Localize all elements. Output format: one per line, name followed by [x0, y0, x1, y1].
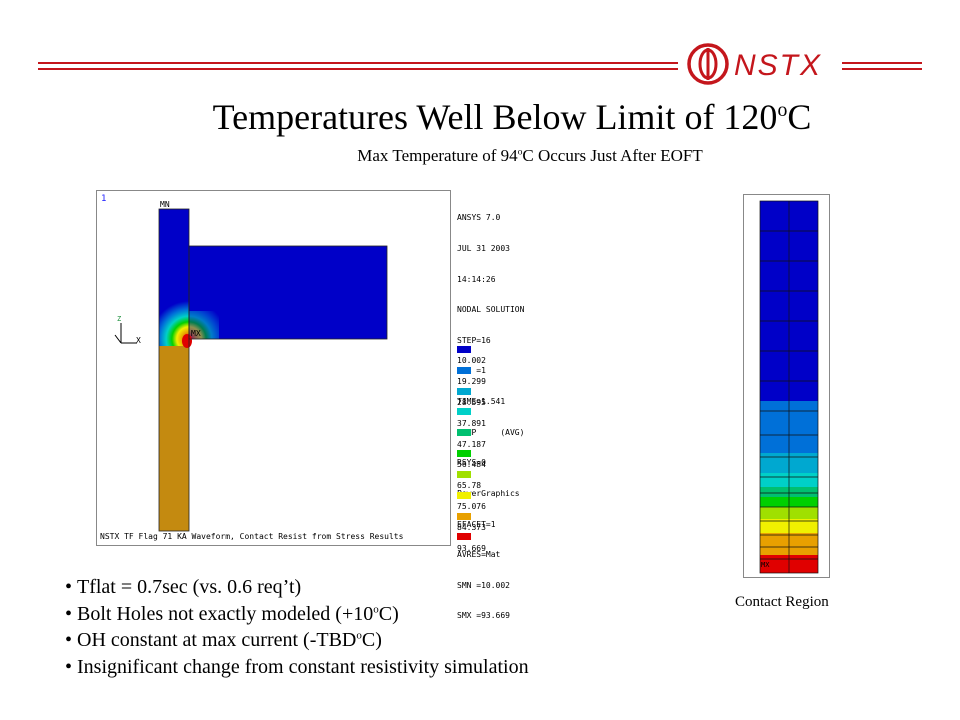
contact-region-caption: Contact Region: [735, 594, 829, 610]
header-line-left-2: [38, 68, 678, 70]
header-line-right-1: [842, 62, 922, 64]
legend-row: 28.595: [457, 387, 486, 409]
nstx-logo: NSTX: [687, 43, 822, 85]
bullet-item: Bolt Holes not exactly modeled (+10oC): [65, 601, 529, 628]
legend-row: 93.669: [457, 533, 486, 554]
ansys-plot: [114, 208, 388, 532]
bullet-item: Tflat = 0.7sec (vs. 0.6 req’t): [65, 574, 529, 601]
contact-mx-label: MX: [761, 561, 770, 569]
page-subtitle: Max Temperature of 94oC Occurs Just Afte…: [357, 146, 703, 165]
bullet-item: Insignificant change from constant resis…: [65, 654, 529, 681]
bullet-list: Tflat = 0.7sec (vs. 0.6 req’t) Bolt Hole…: [65, 574, 529, 680]
header-line-left-1: [38, 62, 678, 64]
logo-text: NSTX: [734, 49, 822, 82]
legend-row: 84.373: [457, 512, 486, 534]
vertical-leg-hot: [159, 341, 189, 531]
ansys-result-panel: 1 MN MX Z X ANSYS 7.0 JUL 31 2003 14:14:…: [96, 190, 524, 620]
mx-label: MX: [191, 329, 201, 338]
logo-circle-icon: [687, 43, 729, 85]
legend-row: 47.187: [457, 429, 486, 450]
legend-row: 65.78: [457, 470, 486, 492]
page-title: Temperatures Well Below Limit of 120oC: [212, 97, 812, 137]
horizontal-flag: [189, 246, 387, 339]
ansys-footer: NSTX TF Flag 71 KA Waveform, Contact Res…: [100, 532, 404, 541]
legend-row: 75.076: [457, 491, 486, 513]
legend-row: 37.891: [457, 408, 486, 429]
hot-spot: [182, 334, 192, 348]
mn-label: MN: [160, 200, 170, 209]
window-number: 1: [101, 194, 107, 204]
legend-row: 10.002: [457, 346, 486, 367]
legend-row: 56.484: [457, 450, 486, 471]
axis-x-label: X: [136, 336, 141, 345]
temperature-legend: 10.002 19.299 28.595 37.891 47.187 56.48…: [457, 346, 486, 554]
contact-region-panel: MX: [743, 194, 830, 578]
legend-row: 19.299: [457, 366, 486, 388]
axis-z-label: Z: [117, 315, 122, 323]
header-line-right-2: [842, 68, 922, 70]
bullet-item: OH constant at max current (-TBDoC): [65, 627, 529, 654]
contact-region-plot: [759, 200, 819, 574]
